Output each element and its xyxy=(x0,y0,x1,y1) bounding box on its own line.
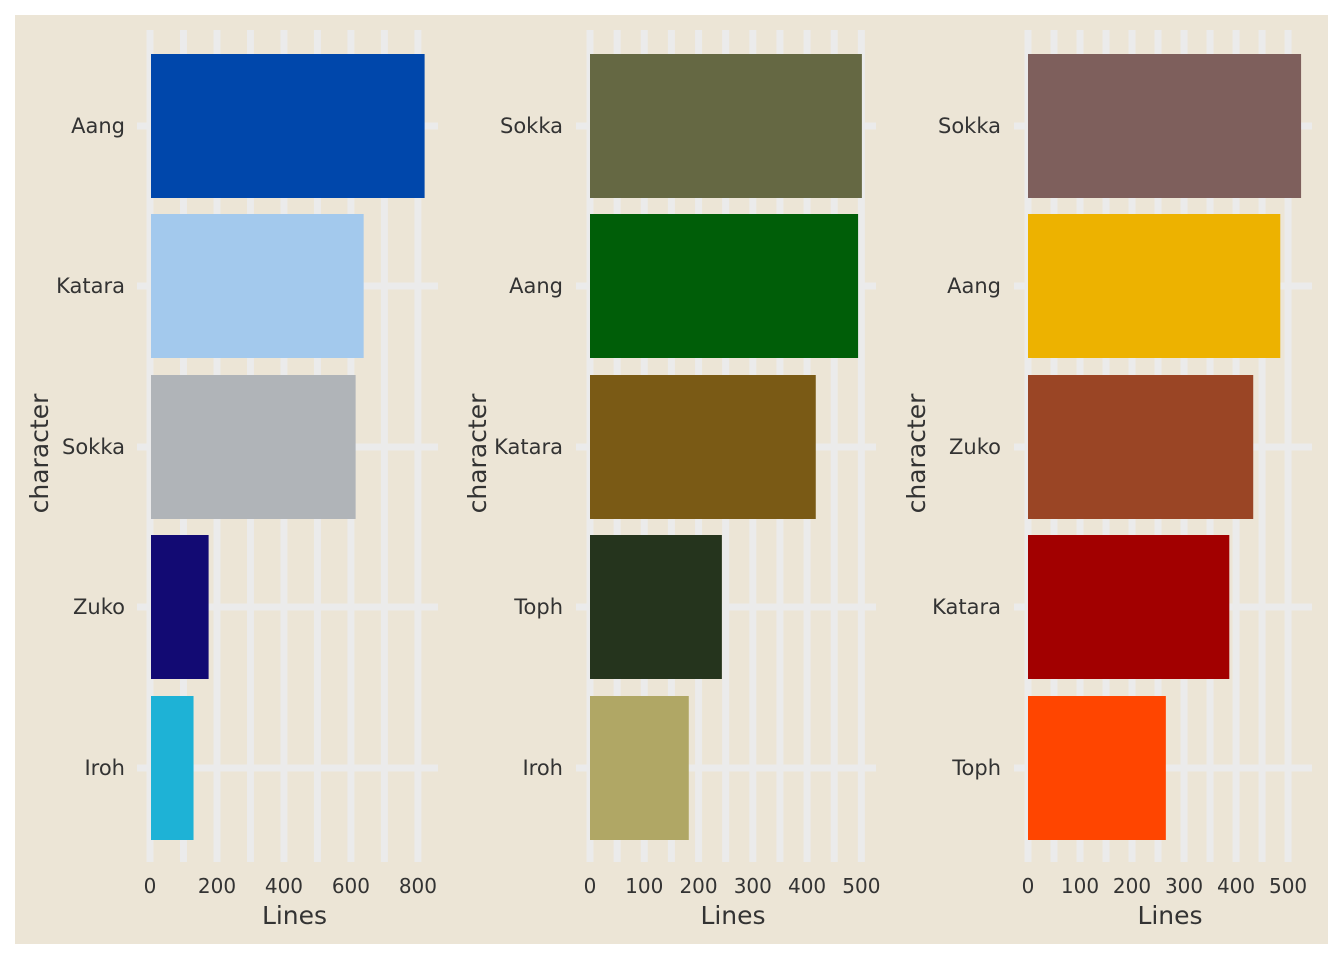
x-tick-label: 400 xyxy=(1217,874,1255,898)
bar-katara xyxy=(1028,535,1230,679)
facet-3: Sokka Aang Zuko Katara Toph 0 100 200 300 400 500 L… xyxy=(902,30,1312,930)
bar-toph xyxy=(1028,696,1166,840)
category-label: Katara xyxy=(494,435,563,459)
facet-2: Sokka Aang Katara Toph Iroh 0 100 200 300 400 500 L… xyxy=(463,30,880,930)
x-tick-label: 400 xyxy=(788,874,826,898)
bar-sokka xyxy=(151,375,356,519)
x-tick-label: 800 xyxy=(399,874,437,898)
x-tick-label: 0 xyxy=(1022,874,1035,898)
facet-1: Aang Katara Sokka Zuko Iroh 0 200 400 600 800 Line… xyxy=(25,30,438,930)
bar-aang xyxy=(1028,214,1281,358)
x-tick-label: 600 xyxy=(332,874,370,898)
x-tick-label: 0 xyxy=(584,874,597,898)
y-axis-title: character xyxy=(902,393,931,513)
x-tick-label: 0 xyxy=(144,874,157,898)
x-tick-label: 300 xyxy=(734,874,772,898)
category-label: Aang xyxy=(509,274,563,298)
category-label: Katara xyxy=(932,595,1001,619)
x-axis-title: Lines xyxy=(700,901,765,930)
bar-zuko xyxy=(151,535,209,679)
y-axis-title: character xyxy=(463,393,492,513)
x-axis-title: Lines xyxy=(1137,901,1202,930)
bar-aang xyxy=(151,54,425,198)
x-tick-label: 200 xyxy=(1113,874,1151,898)
category-label: Iroh xyxy=(522,756,563,780)
x-tick-label: 500 xyxy=(842,874,880,898)
bar-iroh xyxy=(151,696,194,840)
bar-katara xyxy=(151,214,364,358)
category-label: Katara xyxy=(56,274,125,298)
category-label: Zuko xyxy=(949,435,1001,459)
x-tick-label: 500 xyxy=(1269,874,1307,898)
y-axis-title: character xyxy=(25,393,54,513)
bar-sokka xyxy=(1028,54,1302,198)
x-tick-label: 300 xyxy=(1165,874,1203,898)
x-tick-label: 200 xyxy=(198,874,236,898)
category-label: Sokka xyxy=(62,435,125,459)
category-label: Aang xyxy=(947,274,1001,298)
bar-toph xyxy=(590,535,722,679)
bar-zuko xyxy=(1028,375,1254,519)
category-label: Sokka xyxy=(500,114,563,138)
bar-katara xyxy=(590,375,816,519)
category-label: Aang xyxy=(71,114,125,138)
category-label: Toph xyxy=(951,756,1001,780)
x-axis-title: Lines xyxy=(262,901,327,930)
category-label: Iroh xyxy=(84,756,125,780)
bar-aang xyxy=(590,214,859,358)
category-label: Sokka xyxy=(938,114,1001,138)
x-tick-label: 100 xyxy=(625,874,663,898)
category-label: Zuko xyxy=(73,595,125,619)
x-tick-label: 200 xyxy=(679,874,717,898)
bar-iroh xyxy=(590,696,689,840)
x-tick-label: 400 xyxy=(265,874,303,898)
category-label: Toph xyxy=(513,595,563,619)
x-tick-label: 100 xyxy=(1061,874,1099,898)
bar-sokka xyxy=(590,54,862,198)
